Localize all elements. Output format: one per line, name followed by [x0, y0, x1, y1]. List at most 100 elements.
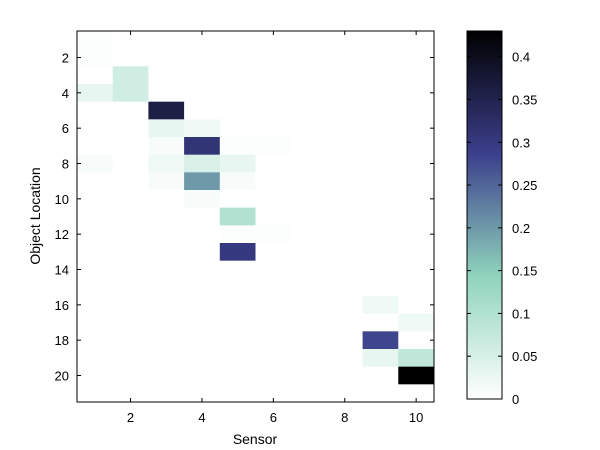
- heatmap-cell: [148, 119, 185, 138]
- heatmap-cell: [77, 207, 114, 226]
- heatmap-cell: [184, 207, 221, 226]
- heatmap-cell: [398, 260, 435, 279]
- heatmap-cell: [398, 349, 435, 368]
- heatmap-cell: [398, 84, 435, 103]
- heatmap-cell: [148, 384, 185, 403]
- heatmap-cell: [184, 384, 221, 403]
- heatmap-cell: [326, 84, 364, 103]
- heatmap-cell: [219, 84, 256, 103]
- heatmap-cell: [362, 225, 399, 244]
- heatmap-cell: [148, 31, 185, 50]
- heatmap-cell: [77, 48, 114, 67]
- heatmap-cell: [184, 243, 221, 262]
- heatmap-cell: [219, 190, 256, 209]
- heatmap-cell: [291, 207, 328, 226]
- heatmap-cell: [398, 190, 435, 209]
- heatmap-cell: [362, 207, 399, 226]
- heatmap-cell: [326, 225, 364, 244]
- colorbar-tick-label: 0.25: [512, 178, 537, 193]
- heatmap-cell: [112, 243, 149, 262]
- colorbar-tick-label: 0.05: [512, 349, 537, 364]
- heatmap-cell: [184, 296, 221, 315]
- heatmap-cell: [112, 278, 149, 297]
- heatmap-cell: [112, 154, 149, 173]
- heatmap-cell: [255, 84, 292, 103]
- heatmap-cell: [112, 66, 149, 85]
- heatmap-cell: [291, 119, 328, 138]
- heatmap-cell: [112, 225, 149, 244]
- heatmap-cell: [184, 313, 221, 332]
- heatmap-cell: [398, 31, 435, 50]
- heatmap-cell: [255, 331, 292, 350]
- heatmap-cell: [219, 172, 256, 191]
- heatmap-cell: [77, 137, 114, 156]
- heatmap-cell: [184, 101, 221, 120]
- colorbar: [466, 30, 503, 400]
- heatmap-cell: [184, 66, 221, 85]
- heatmap-cell: [148, 190, 185, 209]
- heatmap-cell: [112, 207, 149, 226]
- heatmap-cell: [148, 207, 185, 226]
- heatmap-cell: [148, 225, 185, 244]
- heatmap-cell: [398, 384, 435, 403]
- heatmap-cell: [255, 66, 292, 85]
- x-tick-label: 2: [127, 410, 134, 425]
- colorbar-tick-label: 0.4: [512, 50, 530, 65]
- heatmap-cell: [291, 66, 328, 85]
- heatmap-cell: [219, 154, 256, 173]
- heatmap-cell: [112, 101, 149, 120]
- heatmap-cell: [291, 313, 328, 332]
- heatmap-cell: [148, 243, 185, 262]
- heatmap-cell: [326, 207, 364, 226]
- heatmap-cell: [112, 331, 149, 350]
- heatmap-cell: [148, 349, 185, 368]
- heatmap-cell: [77, 384, 114, 403]
- heatmap-cell: [148, 84, 185, 103]
- heatmap-cell: [77, 260, 114, 279]
- heatmap-cell: [398, 331, 435, 350]
- heatmap-cell: [326, 384, 364, 403]
- heatmap-cell: [255, 366, 292, 385]
- heatmap-cell: [219, 349, 256, 368]
- heatmap-cell: [291, 137, 328, 156]
- heatmap-cell: [112, 349, 149, 368]
- heatmap-cell: [326, 366, 364, 385]
- heatmap-cell: [362, 349, 399, 368]
- colorbar-tick-label: 0.15: [512, 264, 537, 279]
- heatmap-cell: [362, 260, 399, 279]
- heatmap-cell: [77, 349, 114, 368]
- heatmap-cell: [184, 31, 221, 50]
- heatmap-cell: [112, 313, 149, 332]
- heatmap-cell: [362, 31, 399, 50]
- heatmap-cell: [255, 119, 292, 138]
- heatmap-cell: [184, 119, 221, 138]
- heatmap-cell: [255, 260, 292, 279]
- x-tick-label: 8: [341, 410, 348, 425]
- y-tick-label: 10: [55, 192, 69, 207]
- heatmap-cell: [77, 366, 114, 385]
- heatmap-cell: [326, 31, 364, 50]
- heatmap-cell: [398, 119, 435, 138]
- heatmap-cell: [148, 331, 185, 350]
- heatmap-cell: [362, 243, 399, 262]
- heatmap-cell: [112, 260, 149, 279]
- heatmap-cell: [255, 137, 292, 156]
- heatmap-cell: [219, 101, 256, 120]
- heatmap-cell: [291, 31, 328, 50]
- heatmap-cell: [326, 48, 364, 67]
- heatmap-cell: [291, 172, 328, 191]
- heatmap-cell: [219, 278, 256, 297]
- heatmap-cell: [184, 190, 221, 209]
- colorbar-tick-label: 0.3: [512, 135, 530, 150]
- heatmap-cell: [326, 260, 364, 279]
- x-axis-label: Sensor: [233, 431, 278, 447]
- heatmap-cell: [362, 137, 399, 156]
- heatmap-cell: [291, 366, 328, 385]
- heatmap-cell: [77, 243, 114, 262]
- heatmap-cell: [326, 172, 364, 191]
- y-tick-label: 2: [62, 51, 69, 66]
- heatmap-cell: [77, 331, 114, 350]
- heatmap-cell: [326, 331, 364, 350]
- heatmap-cell: [398, 48, 435, 67]
